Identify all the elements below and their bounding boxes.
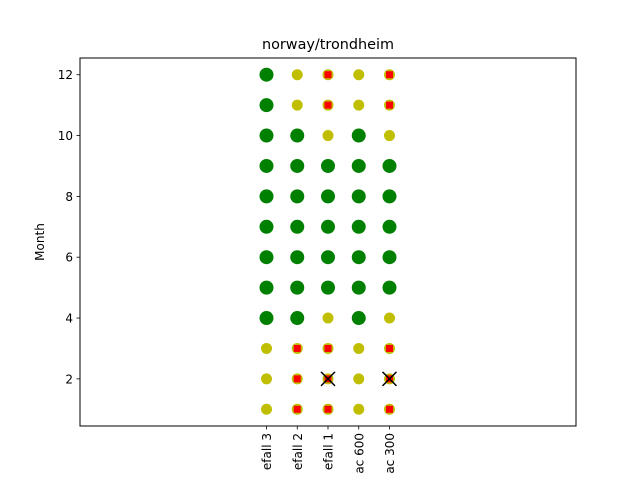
square-marker <box>324 71 332 79</box>
cross-marker <box>381 371 398 387</box>
x-tick-label: efall 1 <box>322 433 336 470</box>
square-marker <box>324 101 332 109</box>
large-marker <box>290 219 305 234</box>
large-marker <box>321 158 335 173</box>
large-marker <box>351 189 366 204</box>
small-marker <box>353 99 365 111</box>
large-marker <box>290 311 305 326</box>
large-marker <box>321 280 335 295</box>
large-marker <box>290 250 305 265</box>
chart-title: norway/trondheim <box>262 37 394 53</box>
x-tick-label: efall 3 <box>260 433 274 470</box>
y-axis-label: Month <box>33 223 47 261</box>
large-marker <box>321 250 335 265</box>
chart-marks <box>259 67 398 415</box>
large-marker <box>290 158 305 173</box>
large-marker <box>351 219 366 234</box>
large-marker <box>290 280 305 295</box>
large-marker <box>259 311 274 326</box>
small-marker <box>353 403 365 415</box>
large-marker <box>382 280 397 295</box>
cross-marker <box>320 371 336 387</box>
large-marker <box>259 98 274 113</box>
small-marker <box>353 342 365 354</box>
small-marker <box>291 99 303 111</box>
large-marker <box>351 128 366 143</box>
large-marker <box>259 158 274 173</box>
x-tick-label: efall 2 <box>291 433 305 470</box>
large-marker <box>259 280 274 295</box>
y-tick-label: 12 <box>58 68 73 82</box>
small-marker <box>384 312 395 324</box>
square-marker <box>386 344 393 352</box>
large-marker <box>382 219 397 234</box>
square-marker <box>293 405 301 413</box>
small-marker <box>261 373 272 385</box>
y-tick-label: 6 <box>65 251 73 265</box>
small-marker <box>353 373 365 385</box>
square-marker <box>386 101 393 109</box>
square-marker <box>386 71 393 79</box>
square-marker <box>324 405 332 413</box>
small-marker <box>384 130 395 142</box>
large-marker <box>259 67 274 82</box>
square-marker <box>293 375 301 383</box>
square-marker <box>293 344 301 352</box>
x-tick-label: ac 300 <box>383 433 397 474</box>
large-marker <box>351 158 366 173</box>
x-axis: efall 3 efall 2 efall 1 ac 600 ac 300 <box>260 426 397 474</box>
y-tick-label: 10 <box>58 129 73 143</box>
x-tick-label: ac 600 <box>352 433 366 474</box>
large-marker <box>351 280 366 295</box>
large-marker <box>382 250 397 265</box>
y-tick-label: 4 <box>65 312 73 326</box>
large-marker <box>290 189 305 204</box>
large-marker <box>382 158 397 173</box>
large-marker <box>290 128 305 143</box>
small-marker <box>322 130 334 142</box>
y-axis: 2 4 6 8 10 12 <box>58 68 80 386</box>
small-marker <box>353 69 365 81</box>
large-marker <box>351 311 366 326</box>
square-marker <box>386 405 393 413</box>
large-marker <box>321 189 335 204</box>
large-marker <box>259 189 274 204</box>
large-marker <box>382 189 397 204</box>
large-marker <box>259 128 274 143</box>
small-marker <box>261 342 272 354</box>
large-marker <box>351 250 366 265</box>
large-marker <box>259 219 274 234</box>
large-marker <box>259 250 274 265</box>
small-marker <box>261 403 272 415</box>
small-marker <box>291 69 303 81</box>
y-tick-label: 8 <box>65 190 73 204</box>
square-marker <box>324 344 332 352</box>
small-marker <box>322 312 334 324</box>
large-marker <box>321 219 335 234</box>
y-tick-label: 2 <box>65 372 73 386</box>
